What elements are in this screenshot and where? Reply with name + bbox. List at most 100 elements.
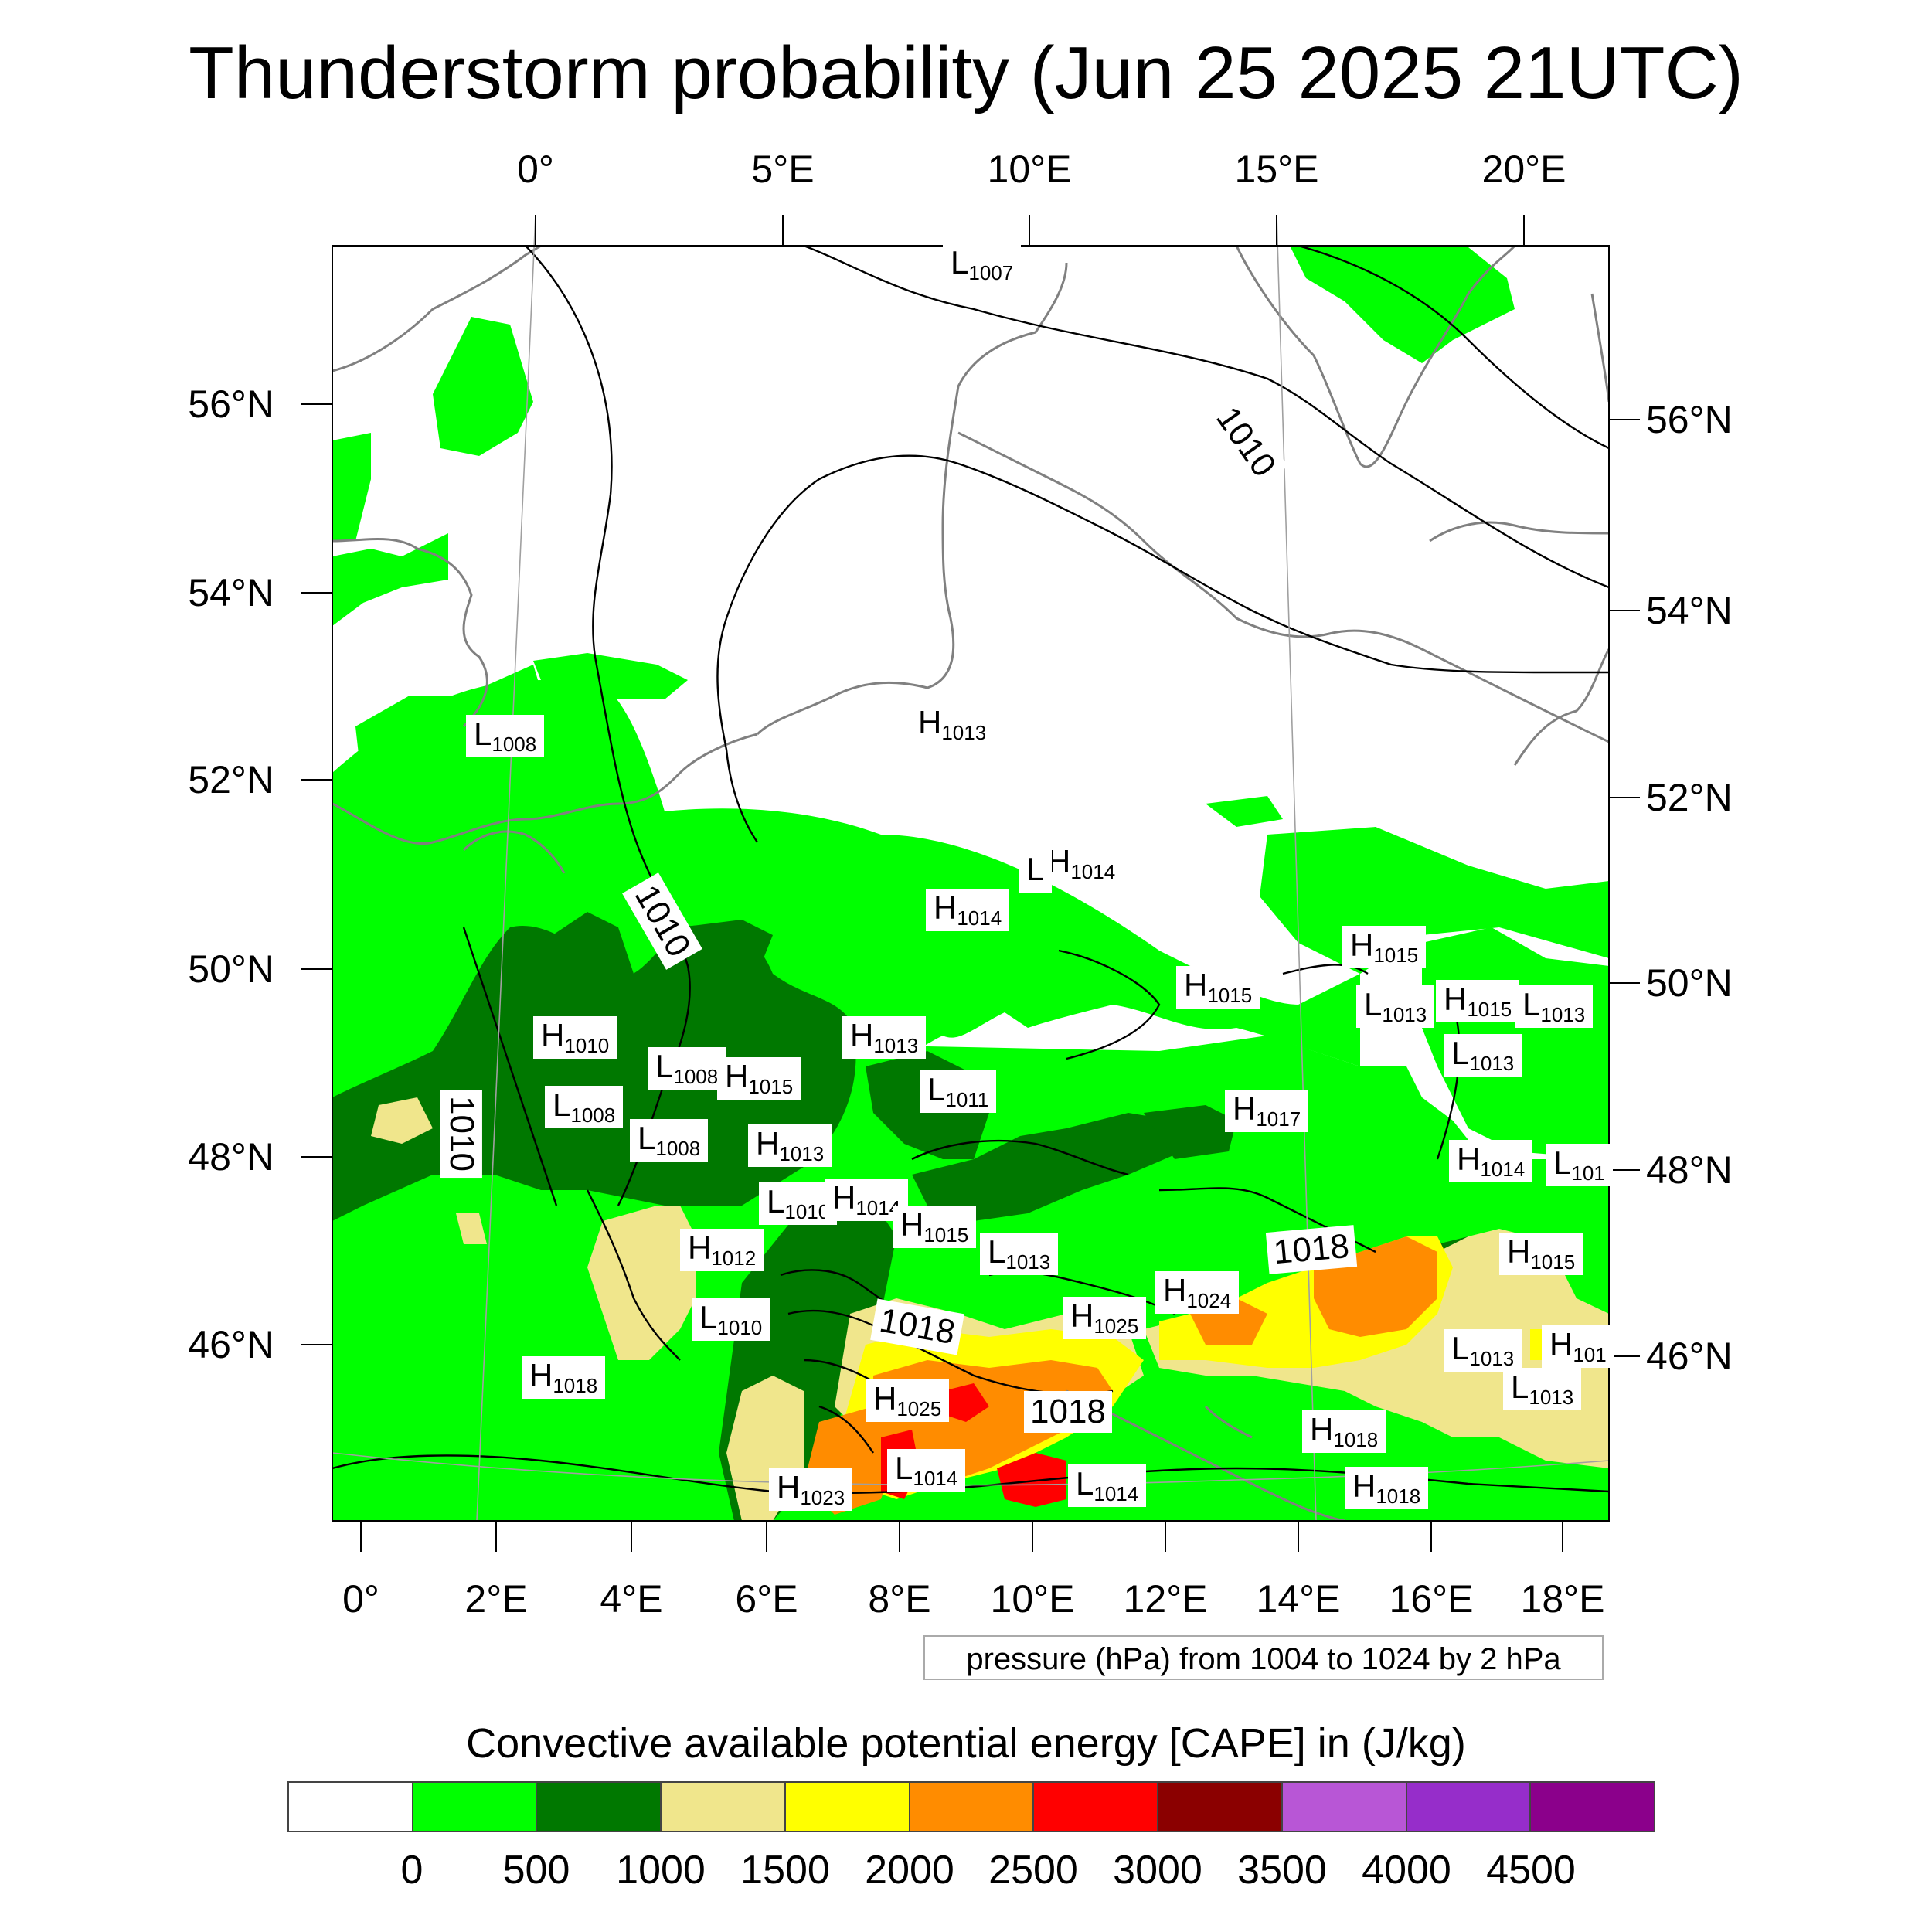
- pressure-center-label: H1015: [1436, 980, 1520, 1022]
- pressure-center-label: L: [1019, 850, 1053, 893]
- pressure-center-label: L1008: [630, 1119, 709, 1162]
- pressure-center-label: H1023: [769, 1468, 853, 1511]
- pressure-center-label: L1013: [1444, 1034, 1522, 1077]
- top-lon-tick: 15°E: [1234, 148, 1319, 191]
- isobar-label: 1018: [1024, 1391, 1112, 1433]
- bottom-lon-tick: 6°E: [735, 1577, 798, 1621]
- pressure-center-label: L1008: [466, 715, 545, 757]
- pressure-center-label: H1015: [1176, 966, 1260, 1009]
- bottom-lon-tick: 14°E: [1256, 1577, 1341, 1621]
- colorbar-swatch: [1406, 1783, 1532, 1831]
- colorbar-label: 1500: [740, 1848, 830, 1893]
- pressure-center-label: H1010: [533, 1016, 617, 1059]
- colorbar-swatch: [289, 1783, 413, 1831]
- colorbar-label: 1000: [616, 1848, 706, 1893]
- colorbar-swatch: [1034, 1783, 1159, 1831]
- pressure-center-label: H1014: [1449, 1140, 1533, 1182]
- colorbar-swatch: [1158, 1783, 1283, 1831]
- colorbar-label: 500: [502, 1848, 570, 1893]
- pressure-center-label: H1014: [926, 889, 1010, 931]
- right-lat-tick: 50°N: [1646, 961, 1733, 1005]
- pressure-center-label: H1015: [1342, 926, 1427, 968]
- pressure-center-label: H1013: [748, 1124, 832, 1167]
- colorbar-swatch: [785, 1783, 910, 1831]
- pressure-center-label: H101: [1542, 1325, 1614, 1368]
- pressure-center-label: H1024: [1155, 1271, 1240, 1314]
- isobar-label: 1010: [440, 1090, 482, 1178]
- pressure-center-label: H1015: [893, 1206, 977, 1248]
- cape-field: [332, 246, 1609, 1521]
- isobar-label: 1018: [1265, 1225, 1358, 1274]
- cape-region-1000-1500: [371, 1097, 433, 1144]
- bottom-lon-tick: 8°E: [868, 1577, 931, 1621]
- colorbar-swatch: [662, 1783, 786, 1831]
- colorbar-swatch: [1282, 1783, 1407, 1831]
- pressure-center-label: H1012: [680, 1229, 764, 1271]
- pressure-center-label: L101: [1546, 1144, 1613, 1186]
- map-title: Thunderstorm probability (Jun 25 2025 21…: [189, 32, 1743, 114]
- cape-region-0-500: [433, 317, 533, 456]
- pressure-center-label: L1010: [759, 1182, 838, 1225]
- pressure-center-label: H1013: [842, 1016, 927, 1059]
- pressure-center-label: L1013: [980, 1233, 1059, 1275]
- right-lat-tick: 52°N: [1646, 776, 1733, 819]
- pressure-center-label: L1013: [1444, 1329, 1522, 1372]
- colorbar-label: 3500: [1237, 1848, 1327, 1893]
- pressure-center-label: L1013: [1356, 985, 1435, 1028]
- colorbar-swatch: [1531, 1783, 1655, 1831]
- cape-region-2500-3000: [997, 1453, 1066, 1507]
- left-lat-tick: 54°N: [188, 571, 274, 614]
- pressure-center-label: L1014: [1068, 1464, 1147, 1507]
- pressure-center-label: L1010: [692, 1298, 770, 1341]
- pressure-center-label: L1007: [943, 243, 1022, 286]
- colorbar-label: 2000: [865, 1848, 954, 1893]
- pressure-center-label: L1008: [545, 1086, 624, 1128]
- bottom-lon-tick: 10°E: [990, 1577, 1075, 1621]
- cape-region-0-500: [355, 665, 556, 804]
- top-lon-tick: 10°E: [987, 148, 1072, 191]
- bottom-lon-tick: 2°E: [464, 1577, 528, 1621]
- right-lat-tick: 54°N: [1646, 589, 1733, 632]
- pressure-center-label: H1013: [910, 703, 995, 746]
- bottom-lon-tick: 16°E: [1389, 1577, 1474, 1621]
- pressure-center-label: L1014: [887, 1449, 966, 1492]
- pressure-center-label: L1013: [1515, 985, 1594, 1028]
- bottom-lon-tick: 0°: [342, 1577, 379, 1621]
- left-lat-tick: 48°N: [188, 1135, 274, 1179]
- bottom-lon-tick: 12°E: [1123, 1577, 1208, 1621]
- cape-colorbar: [287, 1781, 1655, 1832]
- pressure-center-label: H1018: [1302, 1410, 1386, 1453]
- cape-region-2500-3000: [943, 1383, 989, 1422]
- colorbar-label: 4500: [1486, 1848, 1576, 1893]
- right-lat-tick: 48°N: [1646, 1148, 1733, 1192]
- top-lon-tick: 0°: [517, 148, 554, 191]
- cape-region-500-1000: [680, 920, 773, 974]
- pressure-center-label: H1018: [1345, 1467, 1429, 1509]
- pressure-center-label: H1015: [717, 1057, 801, 1100]
- cape-region-1000-1500: [456, 1213, 487, 1244]
- pressure-center-label: L1011: [920, 1070, 997, 1113]
- pressure-contour-note: pressure (hPa) from 1004 to 1024 by 2 hP…: [923, 1635, 1604, 1680]
- left-lat-tick: 56°N: [188, 383, 274, 426]
- colorbar-swatch: [910, 1783, 1035, 1831]
- colorbar-label: 2500: [988, 1848, 1078, 1893]
- pressure-center-label: H1025: [1063, 1297, 1147, 1339]
- colorbar-label: 0: [400, 1848, 423, 1893]
- colorbar-swatch: [537, 1783, 662, 1831]
- colorbar-label: 3000: [1113, 1848, 1202, 1893]
- cape-region-0-500: [533, 653, 688, 699]
- cape-region-0-500: [1206, 796, 1283, 827]
- left-lat-tick: 52°N: [188, 758, 274, 801]
- left-lat-tick: 50°N: [188, 947, 274, 991]
- cape-region-0-500: [332, 533, 448, 626]
- pressure-center-label: H1025: [866, 1379, 950, 1422]
- cape-region-0-500: [332, 675, 1360, 1521]
- colorbar-swatch: [413, 1783, 538, 1831]
- pressure-center-label: H1017: [1225, 1090, 1309, 1132]
- pressure-center-label: H1014: [825, 1179, 909, 1221]
- legend-title: Convective available potential energy [C…: [466, 1720, 1466, 1767]
- top-lon-tick: 5°E: [751, 148, 815, 191]
- pressure-center-label: L1013: [1503, 1368, 1582, 1410]
- pressure-center-label: H1015: [1499, 1233, 1583, 1275]
- right-lat-tick: 56°N: [1646, 398, 1733, 441]
